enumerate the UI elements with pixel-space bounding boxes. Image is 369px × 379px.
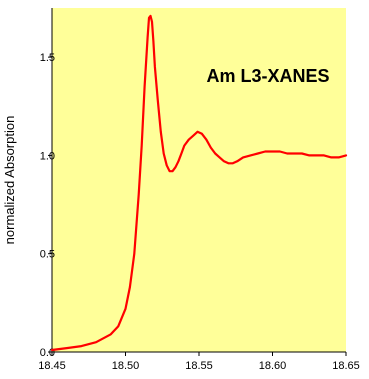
y-tick-label: 0.5	[40, 249, 55, 261]
x-tick-label: 18.60	[259, 360, 287, 372]
x-tick-label: 18.65	[332, 360, 360, 372]
tick-labels: 18.45 18.50 18.55 18.60 18.650.00.51.01.5	[38, 52, 360, 372]
plot-area	[52, 8, 346, 352]
absorption-line	[50, 14, 348, 352]
x-tick-label: 18.50	[112, 360, 140, 372]
axes	[48, 8, 347, 356]
x-tick-label: 18.55	[185, 360, 213, 372]
chart-title: Am L3-XANES	[206, 66, 329, 86]
y-tick-label: 1.0	[40, 150, 55, 162]
y-tick-label: 1.5	[40, 52, 55, 64]
y-axis-label: normalized Absorption	[2, 116, 17, 245]
x-tick-label: 18.45	[38, 360, 66, 372]
